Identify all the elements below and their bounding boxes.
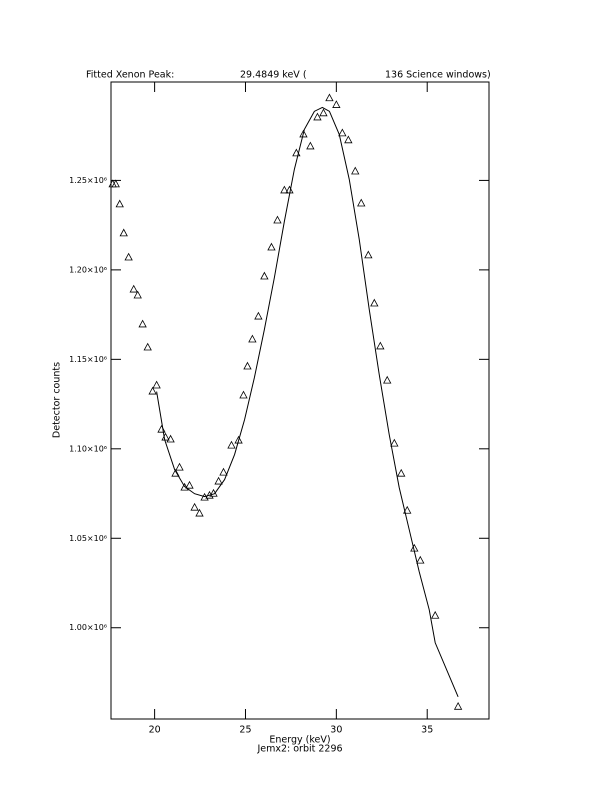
- x-tick-label: 30: [330, 725, 342, 736]
- data-point: [370, 298, 379, 307]
- title-windows: 136 Science windows): [385, 70, 491, 81]
- data-point: [325, 93, 334, 102]
- data-point: [115, 199, 124, 208]
- data-point: [214, 476, 223, 485]
- data-point: [243, 361, 252, 370]
- data-point: [351, 166, 360, 175]
- data-point: [431, 610, 440, 619]
- data-point: [185, 480, 194, 489]
- x-tick-label: 20: [149, 725, 161, 736]
- data-point: [119, 228, 128, 237]
- data-point: [254, 311, 263, 320]
- plot-frame: [110, 81, 490, 720]
- data-point: [148, 386, 157, 395]
- data-point: [267, 242, 276, 251]
- data-point: [319, 108, 328, 117]
- y-tick-label: 1.20×10⁶: [69, 265, 107, 274]
- data-point: [364, 250, 373, 259]
- title-label: Fitted Xenon Peak:: [86, 70, 174, 81]
- data-point: [227, 440, 236, 449]
- x-axis-label: Energy (keV): [269, 735, 330, 746]
- data-point: [299, 129, 308, 138]
- data-point: [376, 341, 385, 350]
- y-tick-label: 1.15×10⁶: [69, 355, 107, 364]
- data-point: [390, 438, 399, 447]
- data-point: [143, 342, 152, 351]
- data-point: [195, 508, 204, 517]
- data-point: [397, 468, 406, 477]
- data-point: [124, 252, 133, 261]
- data-point: [273, 215, 282, 224]
- data-point: [416, 555, 425, 564]
- y-axis-label: Detector counts: [52, 362, 63, 438]
- data-point: [129, 284, 138, 293]
- data-point: [152, 380, 161, 389]
- data-point: [133, 290, 142, 299]
- data-point: [403, 505, 412, 514]
- footer: Jemx2: orbit 2296: [256, 744, 342, 755]
- data-point: [157, 424, 166, 433]
- y-tick-label: 1.00×10⁶: [69, 623, 107, 632]
- data-point: [190, 502, 199, 511]
- data-point: [161, 432, 170, 441]
- y-tick-label: 1.10×10⁶: [69, 444, 107, 453]
- data-point: [219, 467, 228, 476]
- data-point: [171, 468, 180, 477]
- data-point: [357, 198, 366, 207]
- data-point: [338, 128, 347, 137]
- data-point: [166, 434, 175, 443]
- title-peak: 29.4849 keV (: [240, 70, 307, 81]
- fit-line: [156, 106, 459, 698]
- x-tick-label: 35: [421, 725, 433, 736]
- data-point: [280, 185, 289, 194]
- data-point: [344, 135, 353, 144]
- data-point: [313, 112, 322, 121]
- y-tick-label: 1.25×10⁶: [69, 176, 107, 185]
- data-point: [260, 271, 269, 280]
- data-point: [453, 701, 463, 710]
- x-tick-label: 25: [239, 725, 251, 736]
- data-point: [248, 334, 257, 343]
- data-point: [234, 435, 243, 444]
- data-point: [111, 179, 120, 188]
- data-point: [239, 390, 248, 399]
- data-point: [306, 141, 315, 150]
- data-point: [332, 100, 341, 108]
- y-tick-label: 1.05×10⁶: [69, 534, 107, 543]
- data-point: [175, 462, 184, 471]
- data-point: [383, 375, 392, 384]
- data-point: [138, 319, 147, 328]
